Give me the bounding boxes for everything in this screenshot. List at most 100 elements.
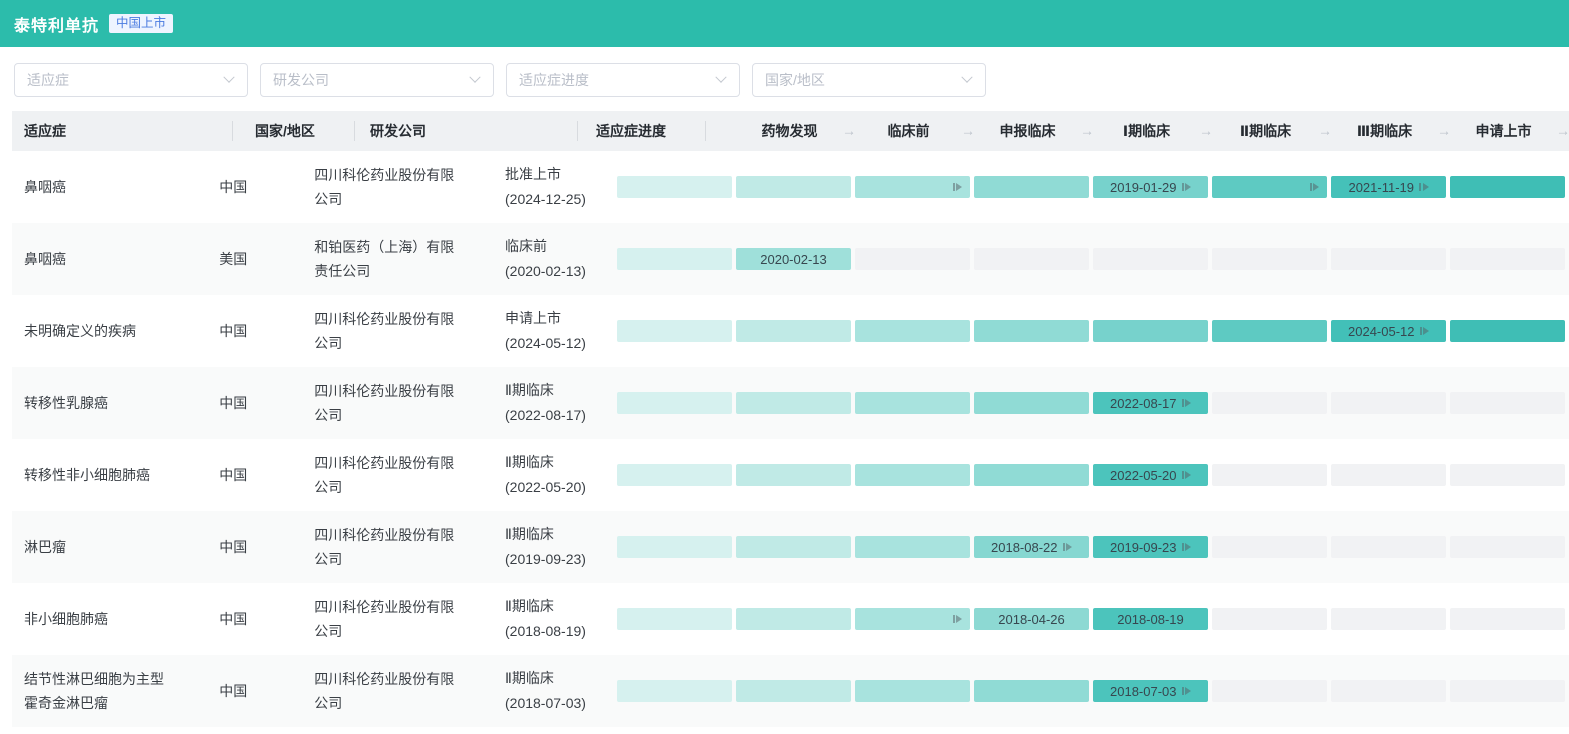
- company-cell: 四川科伦药业股份有限公司: [314, 455, 455, 495]
- stage-bar[interactable]: 2018-08-19: [1093, 608, 1208, 630]
- stage-bar: [736, 536, 851, 558]
- play-step-icon: [1182, 471, 1192, 479]
- stage-bar[interactable]: 2022-05-20: [1093, 464, 1208, 486]
- stage-cell: [974, 248, 1093, 270]
- stage-label: Ⅱ期临床: [1239, 123, 1292, 139]
- indication-cell: 未明确定义的疾病: [24, 323, 136, 339]
- progress-cell: Ⅱ期临床 (2018-07-03): [487, 666, 593, 716]
- stage-bar[interactable]: 2018-08-22: [974, 536, 1089, 558]
- stage-label: 临床前: [887, 123, 930, 139]
- stage-cell: 2018-04-26: [974, 608, 1093, 630]
- company-cell: 四川科伦药业股份有限公司: [314, 599, 455, 639]
- stage-arrow-icon: →: [842, 122, 856, 139]
- stage-cell: [974, 464, 1093, 486]
- stage-cell: [855, 320, 974, 342]
- stage-date: 2018-04-26: [998, 611, 1065, 627]
- stage-cell: [855, 464, 974, 486]
- stage-timeline: 2024-05-12: [593, 320, 1569, 342]
- stage-cell: 2018-08-22: [974, 536, 1093, 558]
- progress-stage: 批准上市: [505, 166, 561, 182]
- stage-bar: [855, 464, 970, 486]
- filter-dropdown[interactable]: 适应症: [14, 63, 248, 97]
- stage-bar: [974, 176, 1089, 198]
- stage-bar[interactable]: 2019-01-29: [1093, 176, 1208, 198]
- indication-cell: 转移性乳腺癌: [24, 395, 108, 411]
- company-cell: 四川科伦药业股份有限公司: [314, 167, 455, 207]
- stage-bar-empty: [1450, 248, 1565, 270]
- stage-timeline: 2022-05-20: [593, 464, 1569, 486]
- stage-bar[interactable]: [1212, 176, 1327, 198]
- stage-header-row: 药物发现 → 临床前 → 申报临床 → Ⅰ期临床 → Ⅱ期临床 → Ⅲ期临床 →…: [706, 111, 1569, 151]
- stage-bar-empty: [1450, 536, 1565, 558]
- stage-cell: [1331, 392, 1450, 414]
- col-header-progress: 适应症进度: [578, 111, 706, 151]
- stage-bar[interactable]: 2022-08-17: [1093, 392, 1208, 414]
- stage-date: 2022-08-17: [1110, 395, 1177, 411]
- stage-cell: [1450, 464, 1569, 486]
- stage-bar[interactable]: 2024-05-12: [1331, 320, 1446, 342]
- pipeline-table: 适应症 国家/地区 研发公司 适应症进度 药物发现 → 临床前 → 申报临床 →…: [12, 111, 1569, 727]
- col-header-region: 国家/地区: [233, 111, 355, 151]
- filter-dropdown[interactable]: 国家/地区: [752, 63, 986, 97]
- stage-bar[interactable]: [855, 608, 970, 630]
- filter-dropdown[interactable]: 研发公司: [260, 63, 494, 97]
- stage-column-header: Ⅱ期临床 →: [1206, 121, 1332, 141]
- play-step-icon: [953, 183, 963, 191]
- region-cell: 中国: [219, 395, 248, 411]
- stage-cell: [736, 392, 855, 414]
- play-step-icon: [1063, 543, 1073, 551]
- stage-cell: [617, 248, 736, 270]
- stage-date: 2019-01-29: [1110, 179, 1177, 195]
- stage-bar: [617, 392, 732, 414]
- stage-arrow-icon: →: [1437, 122, 1451, 139]
- region-cell: 中国: [219, 539, 248, 555]
- company-cell: 四川科伦药业股份有限公司: [314, 383, 455, 423]
- company-cell: 四川科伦药业股份有限公司: [314, 671, 455, 711]
- stage-cell: [617, 608, 736, 630]
- stage-bar[interactable]: 2021-11-19: [1331, 176, 1446, 198]
- table-row: 非小细胞肺癌 中国 四川科伦药业股份有限公司 Ⅱ期临床 (2018-08-19)…: [12, 583, 1569, 655]
- stage-bar: [1450, 320, 1565, 342]
- stage-bar: [617, 248, 732, 270]
- stage-bar: [736, 392, 851, 414]
- stage-bar: [617, 608, 732, 630]
- stage-bar: [617, 536, 732, 558]
- stage-bar-empty: [1331, 536, 1446, 558]
- filter-placeholder: 适应症: [27, 72, 69, 88]
- stage-bar[interactable]: [855, 176, 970, 198]
- progress-stage: Ⅱ期临床: [505, 454, 554, 470]
- drug-title: 泰特利单抗: [14, 17, 100, 35]
- stage-bar: [617, 320, 732, 342]
- stage-bar[interactable]: 2018-07-03: [1093, 680, 1208, 702]
- stage-arrow-icon: →: [1080, 122, 1094, 139]
- progress-date: (2022-05-20): [505, 479, 586, 495]
- region-cell: 中国: [219, 179, 248, 195]
- stage-column-header: Ⅰ期临床 →: [1087, 121, 1213, 141]
- stage-cell: 2019-01-29: [1093, 176, 1212, 198]
- stage-label: 申报临床: [999, 123, 1056, 139]
- stage-cell: 2020-02-13: [736, 248, 855, 270]
- filter-dropdown[interactable]: 适应症进度: [506, 63, 740, 97]
- progress-date: (2024-12-25): [505, 191, 586, 207]
- stage-cell: [974, 176, 1093, 198]
- stage-bar-empty: [1450, 608, 1565, 630]
- stage-cell: [974, 320, 1093, 342]
- stage-arrow-icon: →: [1556, 122, 1569, 139]
- stage-cell: [1450, 680, 1569, 702]
- stage-timeline: 2018-07-03: [593, 680, 1569, 702]
- indication-cell: 非小细胞肺癌: [24, 611, 108, 627]
- stage-bar[interactable]: 2020-02-13: [736, 248, 851, 270]
- stage-bar[interactable]: 2018-04-26: [974, 608, 1089, 630]
- stage-bar-empty: [1093, 248, 1208, 270]
- stage-timeline: 2018-08-22 2019-09-23: [593, 536, 1569, 558]
- stage-bar[interactable]: 2019-09-23: [1093, 536, 1208, 558]
- play-step-icon: [1419, 183, 1429, 191]
- stage-column-header: 药物发现 →: [730, 121, 857, 141]
- stage-bar: [736, 464, 851, 486]
- stage-bar: [855, 320, 970, 342]
- filter-placeholder: 研发公司: [273, 72, 329, 88]
- table-row: 转移性非小细胞肺癌 中国 四川科伦药业股份有限公司 Ⅱ期临床 (2022-05-…: [12, 439, 1569, 511]
- stage-bar-empty: [855, 248, 970, 270]
- play-step-icon: [1182, 687, 1192, 695]
- stage-bar-empty: [1212, 464, 1327, 486]
